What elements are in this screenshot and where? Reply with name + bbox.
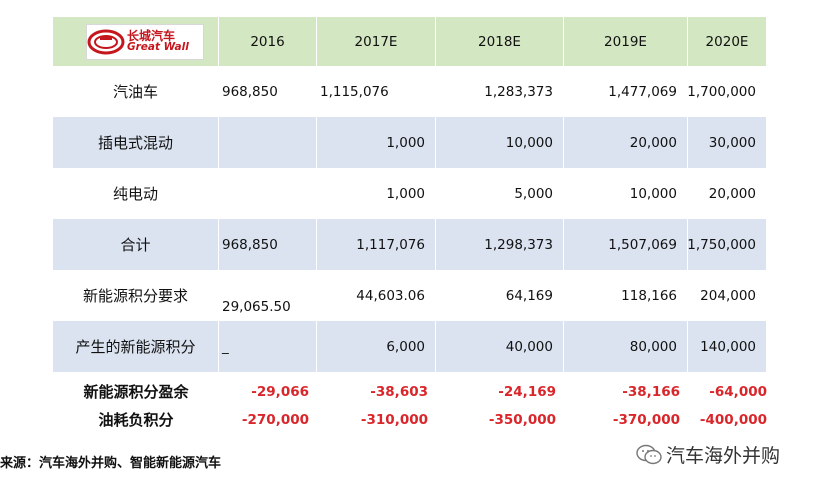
table-cell: 44,603.06: [317, 270, 436, 321]
table-cell: [219, 117, 317, 168]
wechat-icon: [636, 444, 662, 464]
table-cell: 1,477,069: [564, 66, 688, 117]
table-cell: 29,065.50: [219, 270, 317, 321]
logo-cell: 长城汽车 Great Wall: [53, 17, 219, 66]
table-row: 纯电动 1,000 5,000 10,000 20,000: [53, 168, 767, 219]
table-cell: 968,850: [219, 66, 317, 117]
table-cell: 968,850: [219, 219, 317, 270]
table-cell: -24,169: [498, 383, 556, 400]
table-cell: 1,507,069: [564, 219, 688, 270]
table-cell: 1,000: [317, 117, 436, 168]
header-2020e: 2020E: [688, 17, 767, 66]
row-label: 合计: [53, 219, 219, 270]
table-cell: 1,115,076: [317, 66, 436, 117]
row-label: 产生的新能源积分: [53, 321, 219, 372]
table-cell: 80,000: [564, 321, 688, 372]
header-2016: 2016: [219, 17, 317, 66]
table-cell: -29,066: [251, 383, 309, 400]
great-wall-emblem-icon: [87, 29, 125, 54]
row-label: 插电式混动: [53, 117, 219, 168]
table-cell: -400,000: [699, 411, 767, 428]
header-2018e: 2018E: [436, 17, 564, 66]
table-row: 产生的新能源积分 _ 6,000 40,000 80,000 140,000: [53, 321, 767, 372]
table-cell: 1,750,000: [687, 219, 767, 270]
table-cell: 1,298,373: [436, 219, 564, 270]
table-cell: -38,166: [622, 383, 680, 400]
data-table: 长城汽车 Great Wall 2016 2017E 2018E 2019E 2…: [53, 17, 767, 372]
row-label: 油耗负积分: [98, 411, 174, 429]
table-row: 合计 968,850 1,117,076 1,298,373 1,507,069…: [53, 219, 767, 270]
table-cell: 204,000: [688, 270, 767, 321]
table-cell: 30,000: [688, 117, 767, 168]
table-header-row: 长城汽车 Great Wall 2016 2017E 2018E 2019E 2…: [53, 17, 767, 66]
table-cell: [219, 168, 317, 219]
header-2017e: 2017E: [317, 17, 436, 66]
row-label: 纯电动: [53, 168, 219, 219]
table-cell: -270,000: [241, 411, 309, 428]
table-row: 汽油车 968,850 1,115,076 1,283,373 1,477,06…: [53, 66, 767, 117]
table-row: 插电式混动 1,000 10,000 20,000 30,000: [53, 117, 767, 168]
table-cell: 10,000: [436, 117, 564, 168]
table-cell: 1,700,000: [687, 66, 767, 117]
table-cell: -38,603: [370, 383, 428, 400]
summary-row-surplus: 新能源积分盈余 -29,066 -38,603 -24,169 -38,166 …: [53, 381, 767, 402]
table-cell: -350,000: [488, 411, 556, 428]
table-cell: 10,000: [564, 168, 688, 219]
table-cell: 5,000: [436, 168, 564, 219]
logo-text-cn: 长城汽车: [127, 29, 176, 44]
table-cell: -64,000: [709, 383, 767, 400]
table-cell: 140,000: [688, 321, 767, 372]
table-cell: 118,166: [564, 270, 688, 321]
great-wall-logo: 长城汽车 Great Wall: [86, 23, 204, 60]
table-cell: 40,000: [436, 321, 564, 372]
source-note: 来源：汽车海外并购、智能新能源汽车: [0, 456, 222, 471]
table-cell: 1,283,373: [436, 66, 564, 117]
table-cell: 20,000: [688, 168, 767, 219]
table-cell: 20,000: [564, 117, 688, 168]
header-2019e: 2019E: [564, 17, 688, 66]
logo-text-en: Great Wall: [127, 41, 189, 54]
summary-row-fuel-credits: 油耗负积分 -270,000 -310,000 -350,000 -370,00…: [53, 409, 767, 430]
table-cell: 1,117,076: [317, 219, 436, 270]
row-label: 新能源积分盈余: [83, 383, 189, 401]
row-label: 新能源积分要求: [53, 270, 219, 321]
table-cell: 6,000: [317, 321, 436, 372]
watermark-text: 汽车海外并购: [666, 445, 781, 467]
table-cell: 1,000: [317, 168, 436, 219]
table-cell: -370,000: [612, 411, 680, 428]
table-row: 新能源积分要求 29,065.50 44,603.06 64,169 118,1…: [53, 270, 767, 321]
wechat-watermark: 汽车海外并购: [636, 441, 780, 468]
table-cell: _: [219, 321, 317, 372]
row-label: 汽油车: [53, 66, 219, 117]
table-cell: 64,169: [436, 270, 564, 321]
table-cell: -310,000: [360, 411, 428, 428]
